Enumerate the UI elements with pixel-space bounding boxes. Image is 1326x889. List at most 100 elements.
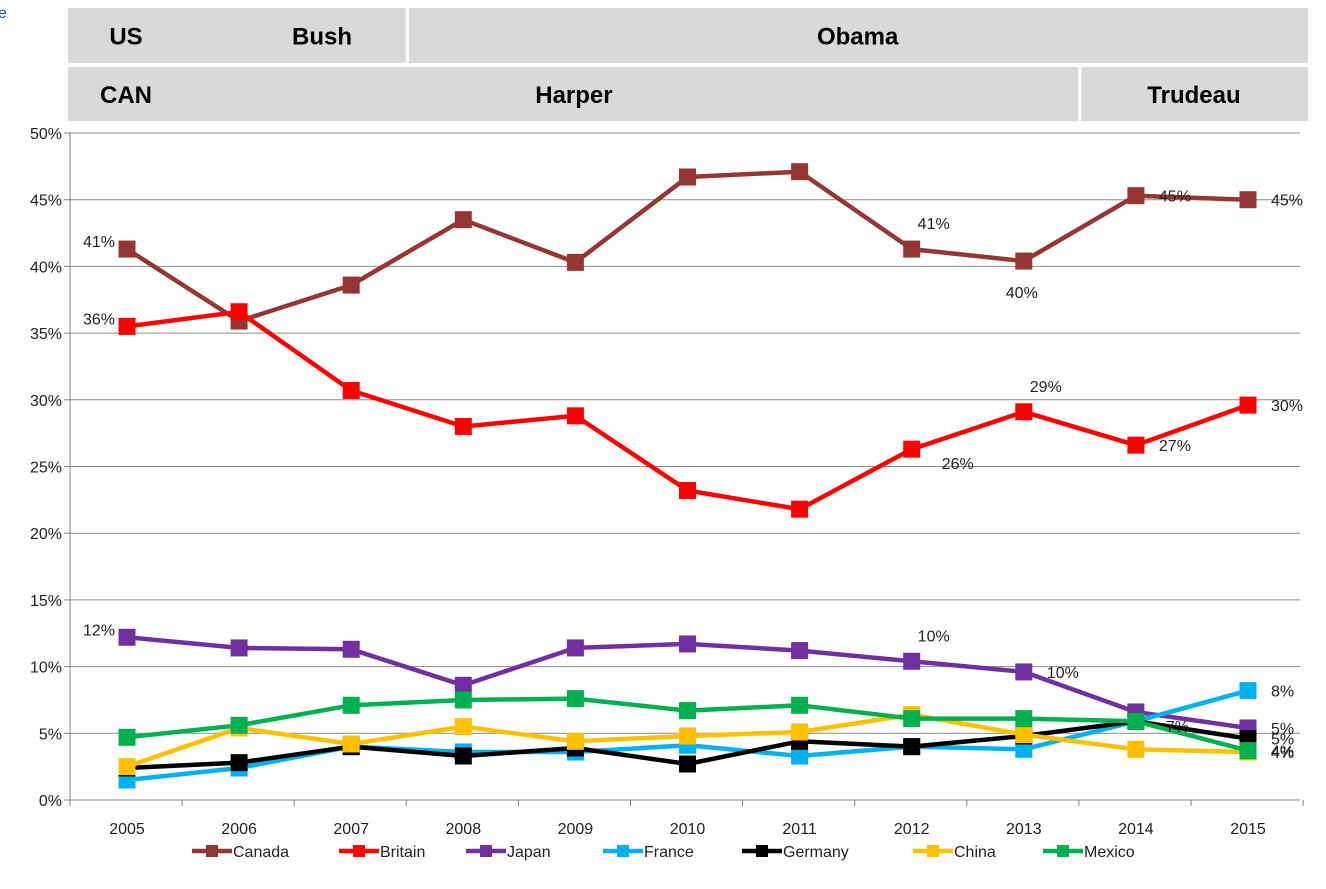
data-point [791, 696, 809, 714]
data-label: 45% [1159, 189, 1191, 206]
legend-item-britain: Britain [339, 844, 425, 861]
data-point [454, 691, 472, 709]
data-point [1127, 740, 1145, 758]
data-point [230, 639, 248, 657]
data-label: 26% [942, 456, 974, 473]
data-point [903, 738, 921, 756]
legend-swatch-marker [353, 845, 365, 857]
y-tick-label: 45% [30, 193, 62, 210]
data-point [679, 482, 696, 500]
x-tick-label: 2012 [894, 821, 930, 838]
y-tick-label: 35% [30, 326, 62, 343]
data-point [1015, 663, 1033, 681]
data-point [342, 735, 360, 753]
x-tick-label: 2006 [221, 821, 257, 838]
legend-item-france: France [603, 844, 694, 861]
y-axis: 0% 5% 10% 15% 20% 25% 30% 35% 40% 45% 50% [30, 126, 71, 810]
data-point [454, 417, 472, 435]
data-point [1127, 436, 1145, 454]
series-britain [118, 303, 1257, 518]
legend-swatch-marker [480, 845, 492, 857]
data-point [1239, 191, 1257, 209]
y-tick-label: 30% [30, 393, 62, 410]
data-labels: 41% 41% 40% 45% 45% 36% 26% 29% 27% 30% 12% 10% 10% 7… [83, 189, 1303, 762]
y-tick-label: 20% [30, 526, 62, 543]
data-label: 7% [1166, 719, 1189, 736]
data-point [566, 690, 584, 708]
legend-label: France [644, 844, 694, 861]
data-point [791, 500, 809, 518]
y-tick-label: 25% [30, 460, 62, 477]
data-label: 8% [1271, 684, 1294, 701]
data-point [1015, 726, 1033, 744]
series-line-britain [126, 309, 1249, 512]
band-us-segment-label: Obama [817, 24, 899, 51]
data-point [454, 211, 472, 229]
x-tick-label: 2010 [670, 821, 706, 838]
series-lines [118, 163, 1257, 789]
data-point [679, 635, 696, 653]
band-can-segment-label: Trudeau [1147, 82, 1240, 109]
data-label: 40% [1006, 285, 1038, 302]
data-label: 29% [1030, 379, 1062, 396]
legend-swatch-marker [617, 845, 629, 857]
legend-swatch-marker [756, 845, 768, 857]
x-axis: 2005 2006 2007 2008 2009 2010 2011 2012 2013 2014… [69, 800, 1304, 838]
data-point [566, 732, 584, 750]
legend-label: Germany [783, 844, 849, 861]
legend-label: Mexico [1084, 844, 1135, 861]
x-tick-label: 2008 [446, 821, 482, 838]
x-tick-label: 2014 [1118, 821, 1154, 838]
series-canada [118, 163, 1257, 330]
data-point [1239, 742, 1257, 760]
x-tick-label: 2011 [782, 821, 817, 838]
data-point [342, 381, 360, 399]
corner-text: e [0, 5, 7, 22]
gridlines [70, 132, 1300, 801]
data-point [903, 652, 921, 670]
data-point [679, 727, 696, 745]
data-point [791, 723, 809, 741]
band-can-background [68, 67, 1308, 121]
data-label: 45% [1271, 193, 1303, 210]
data-label: 12% [83, 622, 115, 639]
data-point [1127, 187, 1145, 205]
data-point [791, 747, 809, 765]
x-tick-label: 2007 [333, 821, 369, 838]
data-point [230, 716, 248, 734]
data-point [342, 640, 360, 658]
legend-item-mexico: Mexico [1043, 844, 1135, 861]
data-point [454, 676, 472, 694]
data-point [1127, 712, 1145, 730]
data-label: 41% [918, 216, 950, 233]
legend-swatch-marker [206, 845, 218, 857]
data-label: 30% [1271, 398, 1303, 415]
legend: Canada Britain Japan France Germany China Mexi… [192, 844, 1135, 861]
data-point [118, 317, 136, 335]
data-point [342, 276, 360, 294]
data-point [118, 728, 136, 746]
data-point [791, 163, 809, 181]
data-point [566, 253, 584, 271]
data-point [903, 240, 921, 258]
data-point [342, 696, 360, 714]
y-tick-label: 50% [30, 126, 62, 143]
y-tick-label: 40% [30, 259, 62, 276]
data-point [679, 702, 696, 720]
data-point [1015, 252, 1033, 270]
legend-swatch-marker [1057, 845, 1069, 857]
data-point [1015, 403, 1033, 421]
legend-swatch-marker [927, 845, 939, 857]
legend-item-japan: Japan [466, 844, 551, 861]
data-point [791, 642, 809, 660]
data-point [118, 628, 136, 646]
data-point [454, 718, 472, 736]
data-point [679, 168, 696, 186]
data-point [566, 639, 584, 657]
legend-item-china: China [913, 844, 996, 861]
data-label: 27% [1159, 438, 1191, 455]
legend-label: Japan [507, 844, 551, 861]
y-tick-label: 15% [30, 593, 62, 610]
band-can-segment-label: Harper [535, 82, 612, 109]
